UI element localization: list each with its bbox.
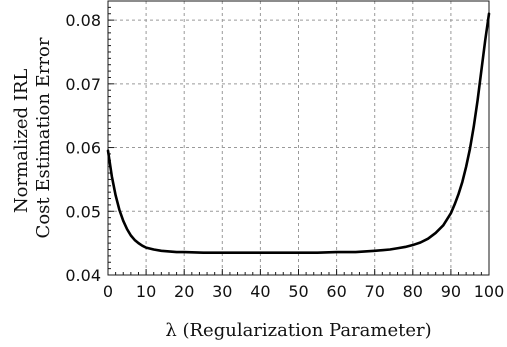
- x-tick-label: 0: [103, 282, 113, 301]
- plot-frame: [107, 0, 490, 276]
- y-tick-labels: 0.04 0.05 0.06 0.07 0.08: [65, 11, 101, 285]
- series-line: [106, 12, 491, 254]
- x-tick-label: 10: [136, 282, 156, 301]
- y-axis-title: Normalized IRL Cost Estimation Error: [11, 37, 54, 238]
- axis-ticks: [107, 0, 490, 276]
- x-tick-label: 90: [441, 282, 461, 301]
- series-layer: [106, 12, 491, 254]
- x-tick-label: 20: [174, 282, 194, 301]
- y-axis-title-line-2: Cost Estimation Error: [33, 37, 54, 238]
- y-tick-label: 0.05: [65, 202, 101, 221]
- y-tick-label: 0.08: [65, 11, 101, 30]
- x-tick-label: 60: [326, 282, 346, 301]
- grid: [108, 1, 489, 275]
- x-tick-labels: 0 10 20 30 40 50 60 70 80 90 100: [103, 282, 504, 301]
- y-tick-label: 0.06: [65, 139, 101, 158]
- y-axis-title-line-1: Normalized IRL: [11, 69, 32, 214]
- x-tick-label: 70: [365, 282, 385, 301]
- x-tick-label: 80: [403, 282, 423, 301]
- y-tick-label: 0.04: [65, 266, 101, 285]
- x-tick-label: 50: [288, 282, 308, 301]
- y-tick-label: 0.07: [65, 75, 101, 94]
- x-tick-label: 30: [212, 282, 232, 301]
- x-tick-label: 100: [474, 282, 505, 301]
- x-axis-title: λ (Regularization Parameter): [165, 320, 431, 341]
- x-tick-label: 40: [250, 282, 270, 301]
